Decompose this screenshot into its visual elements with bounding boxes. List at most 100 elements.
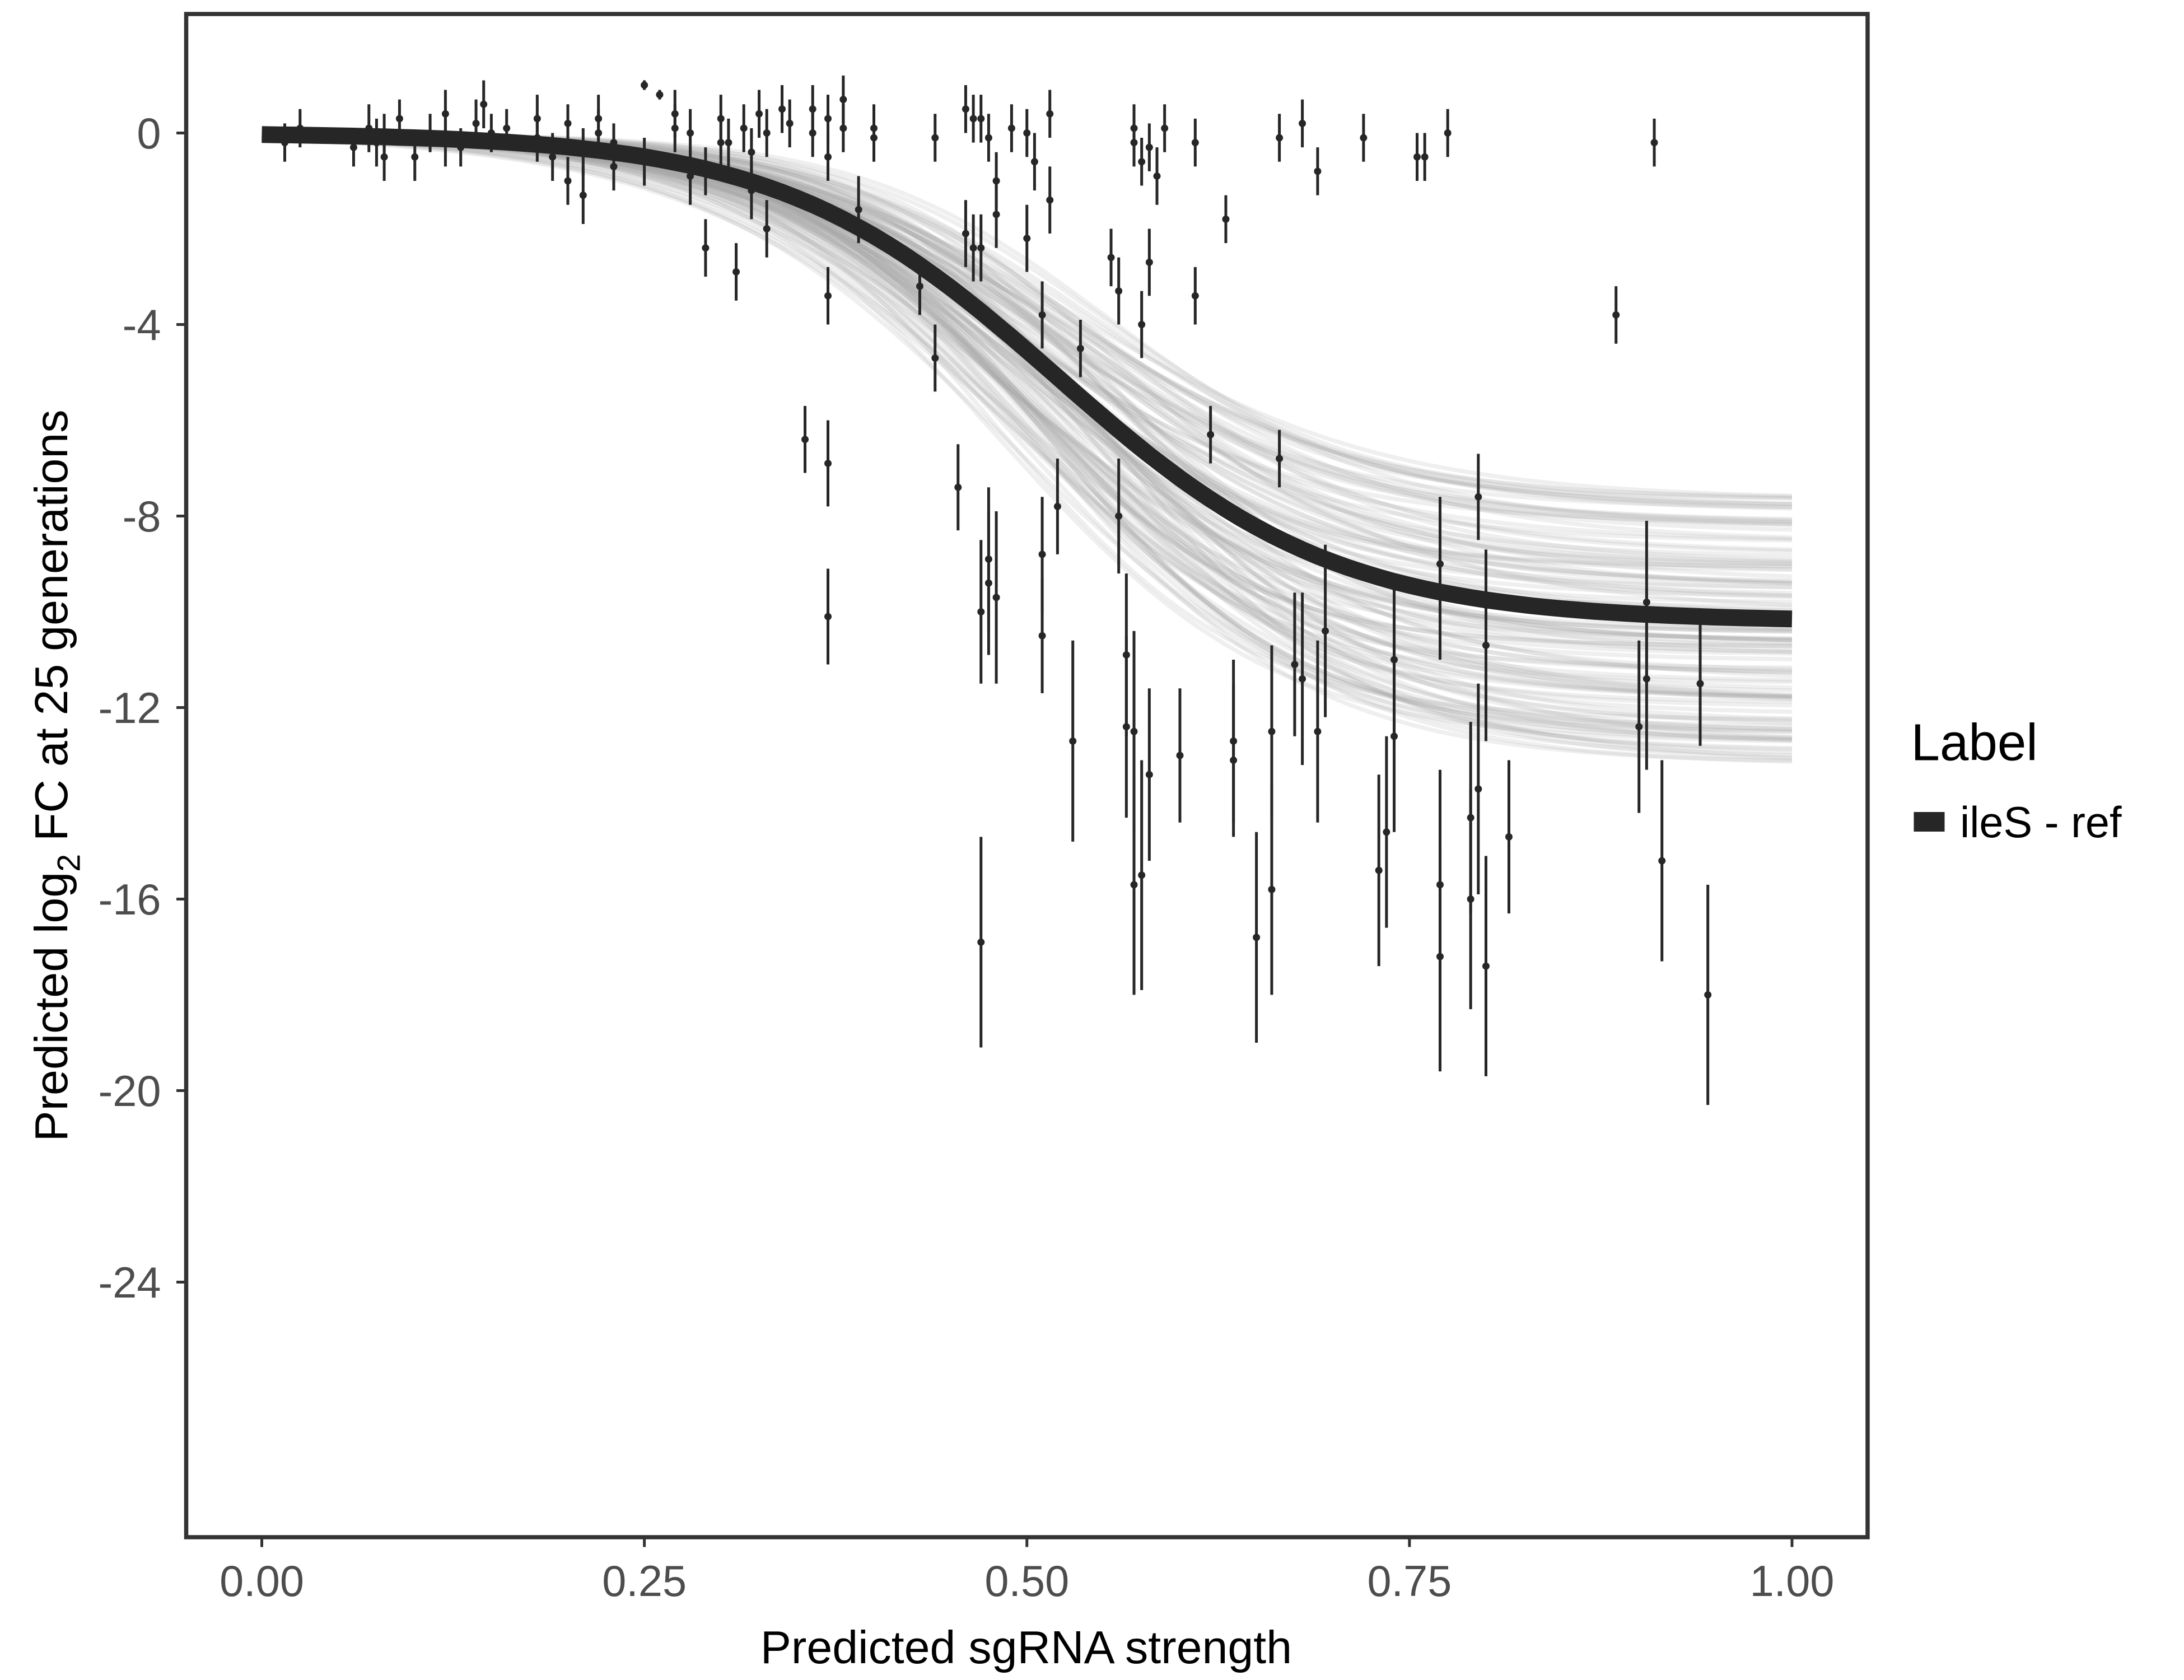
point-marker — [824, 292, 832, 300]
data-point — [702, 219, 710, 277]
posterior-draw-line — [262, 136, 1793, 741]
data-point — [595, 95, 603, 143]
point-marker — [579, 192, 587, 199]
point-marker — [1650, 139, 1658, 147]
data-point — [763, 109, 771, 157]
point-marker — [824, 613, 832, 620]
data-point — [1276, 430, 1284, 488]
data-point — [1390, 573, 1398, 746]
data-point — [992, 180, 1000, 248]
data-point — [1191, 118, 1199, 167]
data-point — [1145, 123, 1153, 171]
point-marker — [824, 459, 832, 467]
point-marker — [1444, 129, 1452, 137]
point-marker — [725, 139, 732, 147]
data-point — [969, 95, 977, 143]
point-marker — [809, 129, 816, 137]
point-marker — [1413, 153, 1421, 161]
data-point — [671, 104, 679, 152]
point-marker — [1299, 675, 1306, 683]
point-marker — [549, 153, 557, 161]
point-marker — [916, 282, 923, 290]
legend-key — [1914, 812, 1945, 832]
point-marker — [1145, 771, 1153, 778]
data-point — [1207, 405, 1215, 464]
x-axis-title: Predicted sgRNA strength — [760, 1622, 1292, 1673]
point-marker — [1023, 129, 1031, 137]
y-axis-title: Predicted log2 FC at 25 generations — [26, 410, 87, 1142]
point-marker — [824, 115, 832, 123]
point-marker — [1038, 550, 1046, 558]
x-tick-label: 0.75 — [1367, 1557, 1452, 1606]
point-marker — [931, 134, 939, 142]
data-point — [1696, 621, 1704, 746]
data-point — [564, 157, 572, 205]
point-marker — [1130, 139, 1138, 147]
data-point — [931, 324, 939, 392]
point-marker — [839, 96, 847, 104]
point-marker — [503, 124, 511, 132]
data-point — [1314, 147, 1322, 195]
point-marker — [1207, 431, 1215, 438]
y-title-post: FC at 25 generations — [26, 410, 77, 854]
data-point — [824, 420, 832, 507]
point-marker — [1383, 828, 1390, 836]
data-point — [1436, 841, 1444, 1072]
point-marker — [1474, 785, 1482, 793]
point-marker — [740, 124, 748, 132]
y-tick-label: 0 — [137, 110, 161, 158]
point-marker — [472, 119, 480, 127]
posterior-draw-line — [262, 136, 1793, 740]
y-title-pre: Predicted log — [26, 872, 77, 1142]
point-marker — [748, 148, 755, 156]
fit-curve — [262, 126, 1793, 628]
data-point — [992, 511, 1000, 684]
point-marker — [1107, 254, 1115, 262]
point-marker — [1635, 723, 1643, 731]
data-point — [579, 166, 587, 224]
data-point — [809, 109, 816, 157]
point-marker — [656, 91, 664, 99]
data-point — [786, 99, 794, 148]
point-marker — [564, 119, 572, 127]
point-marker — [1474, 493, 1482, 501]
point-marker — [1030, 158, 1038, 166]
data-point — [1046, 90, 1054, 138]
point-marker — [1145, 258, 1153, 266]
y-title-sub: 2 — [52, 854, 87, 872]
point-marker — [977, 115, 985, 123]
point-marker — [1122, 723, 1130, 731]
data-point — [740, 104, 748, 152]
y-axis: 0 -4 -8 -12 -16 -20 -24 — [98, 110, 186, 1307]
data-point — [870, 114, 878, 162]
data-points — [281, 75, 1712, 1105]
point-marker — [977, 608, 985, 615]
point-marker — [824, 153, 832, 161]
point-marker — [564, 177, 572, 185]
point-marker — [977, 938, 985, 946]
point-marker — [395, 115, 403, 123]
point-marker — [1436, 953, 1444, 960]
point-marker — [1138, 158, 1146, 166]
data-point — [1291, 592, 1299, 736]
point-marker — [778, 105, 786, 113]
data-point — [931, 114, 939, 162]
point-marker — [1253, 934, 1261, 941]
data-point — [1191, 267, 1199, 325]
data-point — [977, 214, 985, 282]
point-marker — [969, 115, 977, 123]
data-point — [441, 90, 449, 138]
x-axis: 0.00 0.25 0.50 0.75 1.00 — [220, 1537, 1834, 1606]
data-point — [1467, 722, 1474, 914]
point-marker — [969, 244, 977, 252]
point-marker — [349, 143, 357, 151]
data-point — [1115, 458, 1123, 574]
legend: Label ileS - ref — [1911, 713, 2122, 847]
y-tick-label: -20 — [98, 1067, 161, 1116]
data-point — [1038, 578, 1046, 693]
data-point — [1299, 99, 1306, 148]
point-marker — [1704, 991, 1712, 998]
point-marker — [480, 100, 488, 108]
data-point — [1658, 760, 1666, 962]
